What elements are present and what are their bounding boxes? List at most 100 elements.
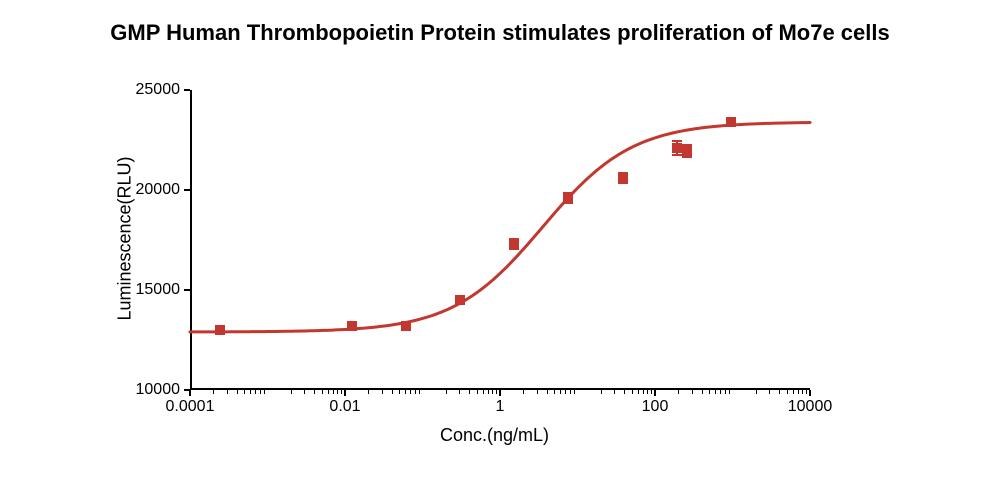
x-minor-tick — [787, 390, 788, 394]
x-minor-tick — [446, 390, 447, 394]
data-point — [618, 173, 628, 183]
x-minor-tick — [328, 390, 329, 394]
x-minor-tick — [554, 390, 555, 394]
x-minor-tick — [237, 390, 238, 394]
x-tick-label: 0.01 — [329, 398, 360, 416]
x-minor-tick — [643, 390, 644, 394]
x-tick — [499, 390, 501, 396]
y-tick-label: 25000 — [136, 81, 181, 99]
x-minor-tick — [255, 390, 256, 394]
x-minor-tick — [547, 390, 548, 394]
x-minor-tick — [405, 390, 406, 394]
x-tick — [654, 390, 656, 396]
error-cap — [682, 156, 692, 158]
x-minor-tick — [798, 390, 799, 394]
x-minor-tick — [382, 390, 383, 394]
y-tick — [184, 189, 190, 191]
x-minor-tick — [779, 390, 780, 394]
x-minor-tick — [333, 390, 334, 394]
x-minor-tick — [802, 390, 803, 394]
x-minor-tick — [614, 390, 615, 394]
x-minor-tick — [459, 390, 460, 394]
x-minor-tick — [314, 390, 315, 394]
x-minor-tick — [492, 390, 493, 394]
x-minor-tick — [368, 390, 369, 394]
x-minor-tick — [769, 390, 770, 394]
data-point — [563, 193, 573, 203]
plot-area-wrap: Luminescence(RLU) Conc.(ng/mL) 100001500… — [190, 90, 810, 390]
x-minor-tick — [709, 390, 710, 394]
data-point — [682, 146, 692, 156]
x-minor-tick — [806, 390, 807, 394]
data-point — [215, 325, 225, 335]
y-tick-label: 15000 — [136, 281, 181, 299]
x-minor-tick — [678, 390, 679, 394]
y-tick-label: 20000 — [136, 181, 181, 199]
x-tick — [809, 390, 811, 396]
x-minor-tick — [264, 390, 265, 394]
data-point — [401, 321, 411, 331]
x-minor-tick — [260, 390, 261, 394]
x-tick-label: 10000 — [788, 398, 833, 416]
x-minor-tick — [537, 390, 538, 394]
x-minor-tick — [756, 390, 757, 394]
x-minor-tick — [399, 390, 400, 394]
x-minor-tick — [725, 390, 726, 394]
x-minor-tick — [601, 390, 602, 394]
x-minor-tick — [560, 390, 561, 394]
x-minor-tick — [624, 390, 625, 394]
x-tick — [344, 390, 346, 396]
x-minor-tick — [715, 390, 716, 394]
x-tick-label: 100 — [642, 398, 669, 416]
chart-container: { "chart": { "type": "scatter-line", "ti… — [0, 0, 1000, 501]
y-tick-label: 10000 — [136, 381, 181, 399]
x-minor-tick — [410, 390, 411, 394]
x-minor-tick — [337, 390, 338, 394]
error-cap — [672, 140, 682, 142]
data-point — [455, 295, 465, 305]
x-minor-tick — [244, 390, 245, 394]
data-point — [726, 117, 736, 127]
x-minor-tick — [304, 390, 305, 394]
x-minor-tick — [227, 390, 228, 394]
x-minor-tick — [570, 390, 571, 394]
x-minor-tick — [341, 390, 342, 394]
y-tick — [184, 289, 190, 291]
error-cap — [672, 154, 682, 156]
chart-title: GMP Human Thrombopoietin Protein stimula… — [0, 20, 1000, 46]
x-minor-tick — [523, 390, 524, 394]
data-point — [347, 321, 357, 331]
x-minor-tick — [702, 390, 703, 394]
x-minor-tick — [322, 390, 323, 394]
x-minor-tick — [729, 390, 730, 394]
x-minor-tick — [250, 390, 251, 394]
x-minor-tick — [651, 390, 652, 394]
x-minor-tick — [632, 390, 633, 394]
data-point — [509, 239, 519, 249]
x-minor-tick — [793, 390, 794, 394]
x-minor-tick — [477, 390, 478, 394]
x-minor-tick — [415, 390, 416, 394]
x-minor-tick — [638, 390, 639, 394]
x-minor-tick — [392, 390, 393, 394]
x-minor-tick — [647, 390, 648, 394]
data-point — [672, 143, 682, 153]
x-tick — [189, 390, 191, 396]
fit-curve — [190, 90, 810, 390]
x-tick-label: 0.0001 — [166, 398, 215, 416]
x-minor-tick — [496, 390, 497, 394]
y-axis-label: Luminescence(RLU) — [115, 139, 136, 339]
x-minor-tick — [720, 390, 721, 394]
x-tick-label: 1 — [496, 398, 505, 416]
x-minor-tick — [692, 390, 693, 394]
x-minor-tick — [469, 390, 470, 394]
x-minor-tick — [488, 390, 489, 394]
y-tick — [184, 89, 190, 91]
x-minor-tick — [213, 390, 214, 394]
x-minor-tick — [565, 390, 566, 394]
x-axis-label: Conc.(ng/mL) — [440, 425, 549, 446]
fit-curve-path — [190, 123, 810, 332]
x-minor-tick — [574, 390, 575, 394]
x-minor-tick — [291, 390, 292, 394]
x-minor-tick — [419, 390, 420, 394]
